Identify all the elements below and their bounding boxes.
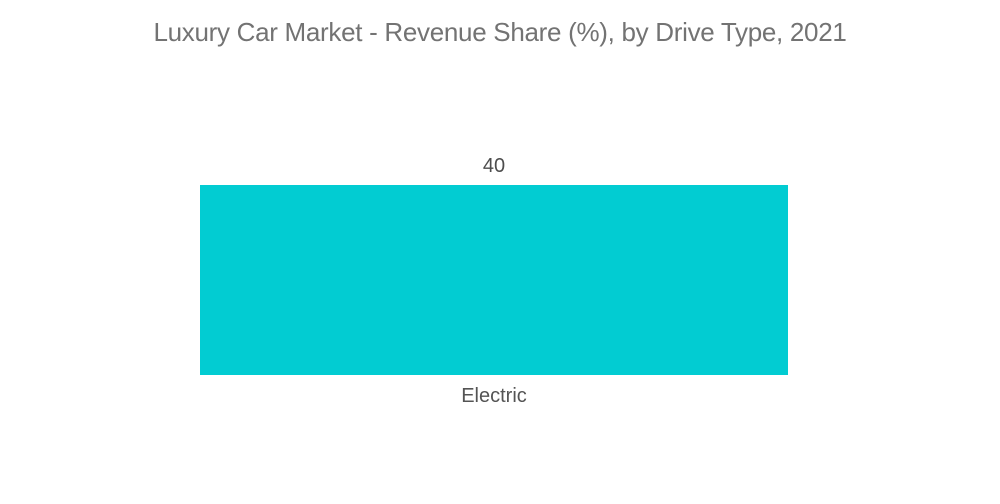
bar-value-label: 40 xyxy=(482,155,506,177)
chart-title: Luxury Car Market - Revenue Share (%), b… xyxy=(153,17,847,47)
category-label-electric: Electric xyxy=(461,385,527,407)
bar-electric[interactable] xyxy=(200,185,788,375)
